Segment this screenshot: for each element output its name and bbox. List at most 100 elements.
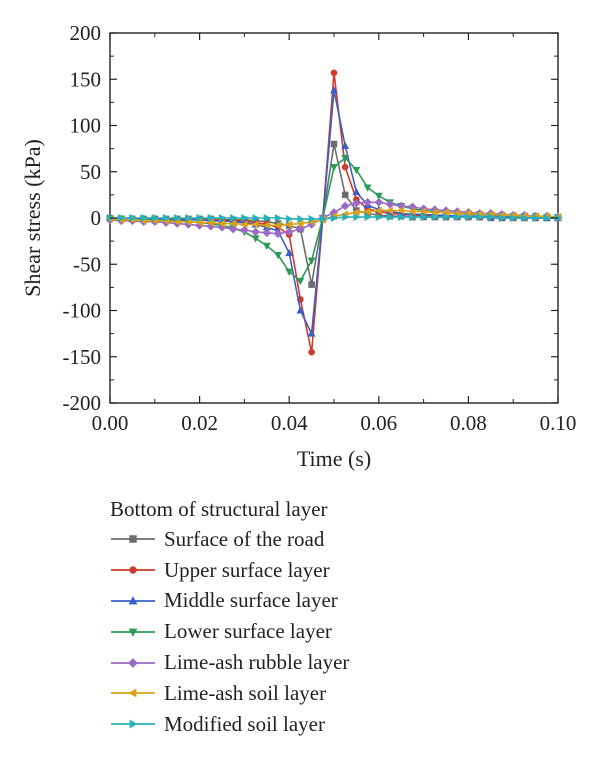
legend-label: Lime-ash soil layer xyxy=(164,680,327,705)
series-point xyxy=(409,213,417,222)
y-tick-label: 150 xyxy=(70,67,102,91)
series-point xyxy=(543,214,552,222)
x-tick-label: 0.04 xyxy=(271,411,308,435)
legend-items: Surface of the road Upper surface layer Mi… xyxy=(110,524,580,740)
series-point xyxy=(341,141,350,149)
series-point xyxy=(510,214,518,222)
series-point xyxy=(129,214,137,222)
y-tick-label: -100 xyxy=(63,299,102,323)
series-point xyxy=(430,208,438,217)
series-point xyxy=(330,214,339,222)
series-point xyxy=(363,207,371,216)
series-point xyxy=(419,207,427,216)
series-point xyxy=(308,214,316,223)
series-point xyxy=(375,213,384,222)
series-point xyxy=(398,213,406,222)
series-layer xyxy=(105,69,563,356)
legend-marker xyxy=(129,535,137,544)
series-point xyxy=(118,214,126,222)
legend-swatch xyxy=(111,596,155,605)
series-point xyxy=(352,208,360,217)
legend-swatch xyxy=(111,688,155,698)
series-point xyxy=(217,219,225,228)
series-point xyxy=(396,206,405,215)
shear-stress-chart: 0.00 0.02 0.04 0.06 0.08 0.10 -200 -150 -100 -50 0… xyxy=(20,21,577,471)
series-point xyxy=(341,154,350,163)
series-point xyxy=(307,329,316,337)
series-point xyxy=(285,248,294,257)
series-point xyxy=(274,252,282,260)
legend-label: Upper surface layer xyxy=(164,557,330,582)
series-point xyxy=(441,208,450,217)
series-point xyxy=(296,306,305,314)
legend: Bottom of structural layer Surface of th… xyxy=(110,494,580,740)
series-point xyxy=(262,221,270,230)
y-tick-label: -200 xyxy=(63,391,102,415)
series-point xyxy=(341,163,349,171)
legend-title: Bottom of structural layer xyxy=(110,497,328,521)
series-point xyxy=(532,214,540,222)
legend-swatch xyxy=(111,719,155,729)
series-point xyxy=(330,86,338,94)
x-axis-title: Time (s) xyxy=(297,446,371,471)
series-point xyxy=(228,224,238,234)
series-point xyxy=(207,214,216,222)
series-point xyxy=(251,227,260,237)
series-point xyxy=(206,218,214,227)
y-tick-label: -150 xyxy=(63,345,102,369)
series-point xyxy=(487,213,496,222)
series-point xyxy=(307,257,316,265)
series-point xyxy=(352,198,361,208)
y-tick-label: 100 xyxy=(70,114,102,138)
series-point xyxy=(363,197,372,207)
series-point xyxy=(195,218,203,227)
legend-item: Middle surface layer xyxy=(110,586,580,617)
series-point xyxy=(308,348,315,356)
legend-marker xyxy=(128,596,138,605)
series-point xyxy=(297,214,305,223)
series-point xyxy=(340,201,350,211)
y-tick-label: 200 xyxy=(70,21,102,45)
series-point xyxy=(420,213,428,222)
x-tick-label: 0.02 xyxy=(181,411,218,435)
legend-swatch xyxy=(111,628,155,637)
series-point xyxy=(251,220,259,229)
legend-marker xyxy=(129,719,138,729)
series-point xyxy=(476,213,484,222)
legend-marker xyxy=(128,688,137,698)
series-point xyxy=(196,214,204,222)
axes-layer: 0.00 0.02 0.04 0.06 0.08 0.10 -200 -150 -100 -50 0… xyxy=(63,21,577,435)
series-point xyxy=(374,192,383,201)
series-point xyxy=(408,207,416,216)
series-point xyxy=(431,213,440,222)
series-point xyxy=(263,214,272,222)
series-point xyxy=(296,219,304,228)
series-point xyxy=(174,214,182,222)
series-point xyxy=(230,214,238,222)
series-point xyxy=(296,277,305,286)
series-point xyxy=(273,229,283,239)
series-point xyxy=(185,214,193,222)
series-point xyxy=(352,187,361,196)
series-7 xyxy=(107,213,563,223)
series-point xyxy=(274,214,283,222)
legend-label: Lower surface layer xyxy=(164,619,332,644)
series-point xyxy=(319,214,328,223)
legend-item: Modified soil layer xyxy=(110,709,580,740)
series-point xyxy=(151,214,160,222)
series-point xyxy=(330,69,338,77)
series-point xyxy=(286,214,294,223)
legend-marker xyxy=(129,566,137,574)
series-point xyxy=(342,213,350,222)
legend-marker xyxy=(128,657,138,668)
series-point xyxy=(228,219,237,228)
series-point xyxy=(385,206,394,215)
series-point xyxy=(330,140,338,148)
legend-item: Surface of the road xyxy=(110,524,580,555)
series-point xyxy=(252,214,260,222)
series-point xyxy=(465,213,473,222)
legend-swatch xyxy=(111,657,155,668)
series-point xyxy=(240,220,248,229)
series-point xyxy=(385,199,395,209)
y-tick-label: 50 xyxy=(80,160,101,184)
